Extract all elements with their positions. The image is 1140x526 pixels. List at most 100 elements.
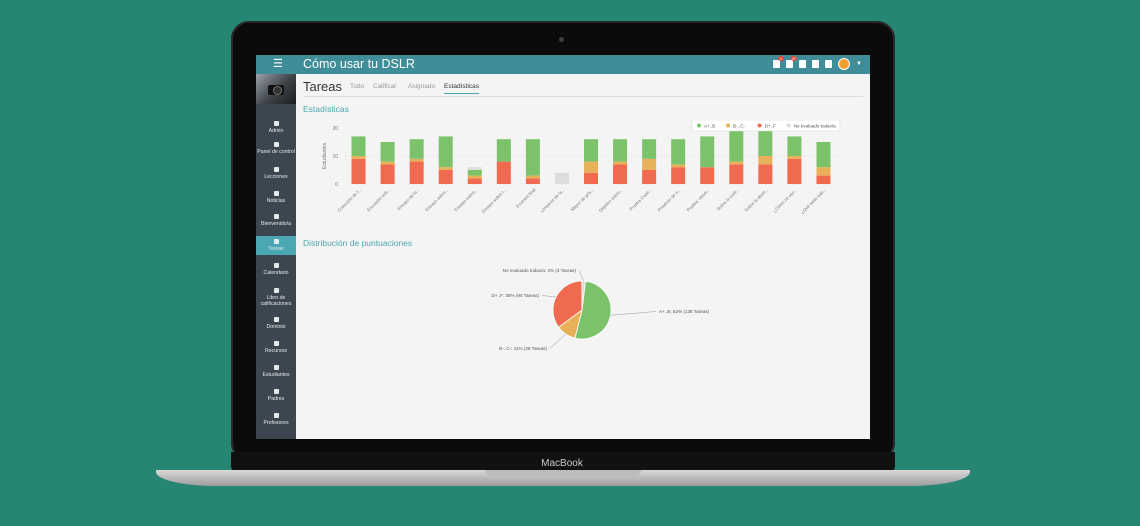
tab-estadisticas[interactable]: Estadísticas [444, 83, 480, 94]
bar-segment[interactable] [613, 139, 628, 162]
bar-segment[interactable] [758, 130, 773, 156]
sidebar-item-1[interactable]: Panel de control [256, 139, 296, 158]
bar-segment[interactable] [380, 142, 395, 162]
bar-segment[interactable] [438, 136, 453, 168]
gear-icon [273, 121, 279, 126]
laptop-notch [485, 470, 641, 476]
bar-segment[interactable] [642, 170, 657, 184]
bar-segment[interactable] [525, 139, 540, 176]
sidebar-item-9[interactable]: Recursos [256, 338, 296, 357]
sidebar-item-4[interactable]: Bienvenido/a [256, 211, 296, 230]
x-tick-label: Sobre la conf... [716, 187, 740, 211]
bar-segment[interactable] [467, 178, 482, 184]
bar-segment[interactable] [409, 139, 424, 159]
sidebar-item-12[interactable]: Profesores [256, 410, 296, 429]
user-icon [273, 389, 279, 394]
bar-segment[interactable] [642, 158, 657, 170]
pie-chart: A+..B: 52% (138 Tareas) B-..C-: 11% (28 T… [491, 268, 709, 351]
sidebar-item-0[interactable]: Admin [256, 118, 296, 137]
calendar-icon[interactable] [799, 60, 807, 68]
avatar[interactable] [838, 58, 851, 70]
tab-todo[interactable]: Todo [350, 83, 365, 90]
help-icon[interactable] [825, 60, 833, 68]
legend-label[interactable]: A+..B [704, 123, 715, 128]
pie-slice[interactable] [552, 280, 583, 328]
sidebar-item-10[interactable]: Estudiantes [256, 362, 296, 381]
pie-leader-line [578, 270, 584, 282]
bar-segment[interactable] [467, 167, 482, 170]
bar-segment[interactable] [787, 158, 802, 184]
chevron-down-icon[interactable]: ▼ [856, 61, 862, 67]
bar-segment[interactable] [525, 178, 540, 184]
bar-segment[interactable] [729, 130, 744, 162]
tasks-icon[interactable]: 1 [773, 56, 785, 68]
x-tick-label: Ensayo sobre t... [481, 187, 508, 214]
bar-segment[interactable] [758, 164, 773, 184]
legend-label[interactable]: D+..F [765, 123, 777, 128]
bar-segment[interactable] [496, 161, 511, 184]
legend-label[interactable]: B-..C- [733, 123, 745, 128]
bar-segment[interactable] [584, 172, 598, 184]
bar-segment[interactable] [438, 170, 453, 184]
sidebar-item-3[interactable]: Noticias [256, 188, 296, 207]
screen: ☰ Cómo usar tu DSLR 1 47 ▼ Admin Panel de… [256, 55, 870, 439]
bar-segment[interactable] [584, 161, 598, 173]
course-title: Cómo usar tu DSLR [303, 57, 415, 71]
pie-slice[interactable] [581, 280, 586, 311]
bar-segment[interactable] [351, 158, 366, 184]
sidebar-item-11[interactable]: Padres [256, 386, 296, 405]
notifications-icon[interactable]: 47 [786, 56, 798, 68]
top-bar: ☰ Cómo usar tu DSLR 1 47 ▼ [256, 55, 870, 74]
bar-segment[interactable] [525, 175, 540, 179]
bar-segment[interactable] [758, 156, 773, 165]
tab-asignado[interactable]: Asignado [408, 83, 436, 90]
sidebar-item-8[interactable]: Dominio [256, 314, 296, 333]
x-tick-label: ¿Qué tanto sab... [800, 187, 828, 215]
x-tick-label: Sobre la abert... [743, 187, 769, 213]
bar-segment[interactable] [700, 136, 715, 168]
bar-segment[interactable] [351, 136, 366, 156]
bar-segment[interactable] [671, 139, 686, 165]
x-tick-label: Ensayo sobre... [424, 187, 449, 212]
bar-segment[interactable] [787, 156, 802, 159]
bar-segment[interactable] [554, 172, 569, 184]
bar-segment[interactable] [409, 161, 424, 184]
sidebar-item-label: Padres [267, 396, 285, 402]
bar-segment[interactable] [816, 175, 831, 184]
bar-segment[interactable] [496, 139, 511, 162]
sidebar-item-2[interactable]: Lecciones [256, 164, 296, 183]
sidebar-item-label: Libro de calificaciones [260, 295, 292, 307]
bar-segment[interactable] [409, 158, 424, 162]
bar-segment[interactable] [816, 167, 831, 176]
sidebar-item-label: Estudiantes [262, 372, 290, 378]
bar-segment[interactable] [671, 164, 686, 168]
bar-segment[interactable] [467, 175, 482, 179]
bar-segment[interactable] [729, 164, 744, 184]
bar-segment[interactable] [642, 139, 657, 159]
bar-segment[interactable] [787, 136, 802, 156]
bar-segment[interactable] [351, 156, 366, 159]
bar-segment[interactable] [671, 167, 686, 184]
tab-calificar[interactable]: Calificar [373, 83, 397, 90]
bar-segment[interactable] [816, 142, 831, 168]
bar-segment[interactable] [700, 167, 715, 184]
hamburger-icon[interactable]: ☰ [273, 58, 283, 70]
sidebar-item-6[interactable]: Calendario [256, 260, 296, 279]
legend-label[interactable]: No evaluado todavía [794, 123, 837, 128]
sidebar-item-5[interactable]: Tareas [256, 236, 296, 255]
laptop-brand: MacBook [541, 458, 583, 469]
bar-segment[interactable] [613, 164, 628, 184]
bar-segment[interactable] [584, 139, 598, 162]
sidebar-item-label: Recursos [265, 348, 287, 354]
legend-swatch [757, 123, 762, 128]
bar-segment[interactable] [729, 161, 744, 165]
bar-segment[interactable] [467, 170, 482, 176]
bar-segment[interactable] [438, 167, 453, 170]
bar-segment[interactable] [613, 161, 628, 165]
edit-icon [273, 239, 279, 244]
sidebar-item-7[interactable]: Libro de calificaciones [256, 285, 296, 310]
bar-segment[interactable] [380, 164, 395, 184]
bar-segment[interactable] [380, 161, 395, 165]
book-icon [273, 167, 279, 172]
trash-icon[interactable] [812, 60, 820, 68]
